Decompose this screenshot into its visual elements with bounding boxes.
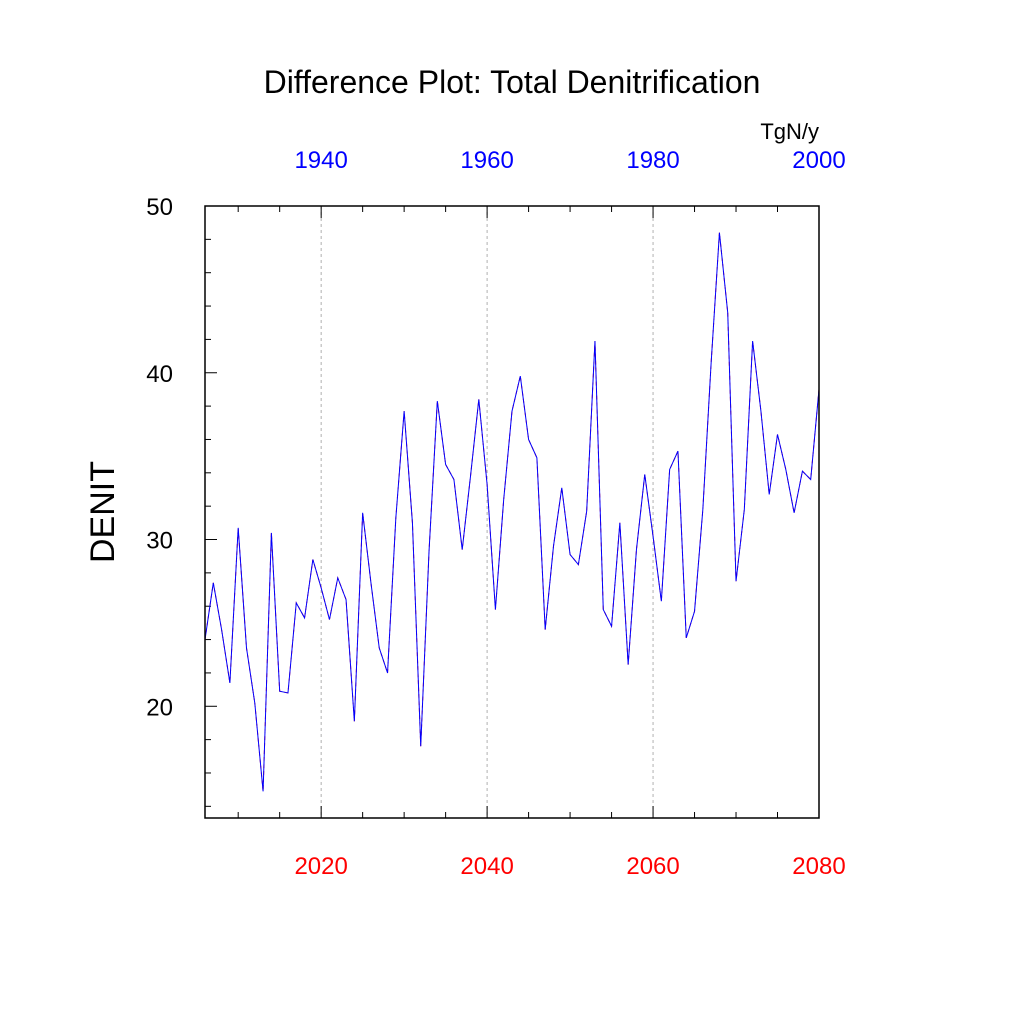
units-label: TgN/y xyxy=(760,119,819,144)
x-tick-label: 2040 xyxy=(460,853,513,880)
chart-title: Difference Plot: Total Denitrification xyxy=(264,64,761,100)
plot-frame xyxy=(204,205,820,819)
y-tick-label: 40 xyxy=(146,361,173,388)
y-tick-label: 30 xyxy=(146,528,173,555)
x-tick-label: 2080 xyxy=(792,853,845,880)
x-tick-label: 2020 xyxy=(294,853,347,880)
top-tick-label: 2000 xyxy=(792,147,845,174)
top-tick-label: 1980 xyxy=(626,147,679,174)
y-tick-label: 50 xyxy=(146,194,173,221)
top-tick-label: 1960 xyxy=(460,147,513,174)
series-line-historical xyxy=(204,232,820,792)
top-tick-label: 1940 xyxy=(294,147,347,174)
x-tick-label: 2060 xyxy=(626,853,679,880)
y-axis-label: DENIT xyxy=(84,461,122,563)
y-tick-label: 20 xyxy=(146,694,173,721)
